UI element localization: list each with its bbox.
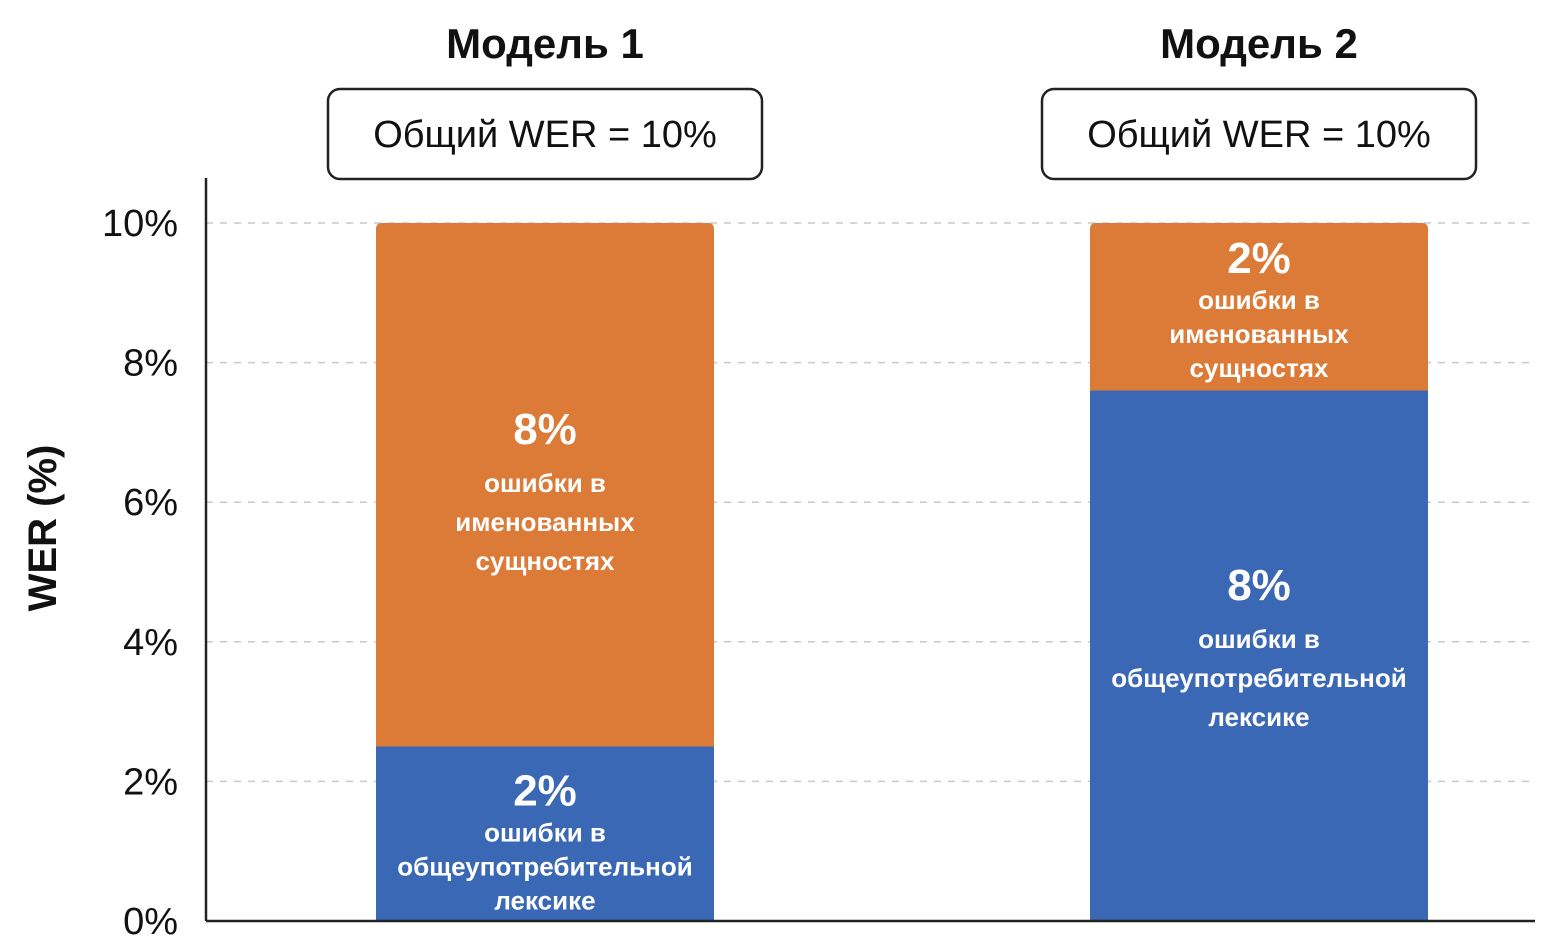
segment-description-line: ошибки в (1198, 285, 1320, 315)
bar-common-rect (1090, 390, 1428, 921)
bar-common-rect (376, 746, 714, 921)
segment-description-line: именованных (1169, 319, 1349, 349)
y-tick-label: 2% (123, 761, 178, 803)
axes: 0% 2% 4% 6% 8% 10% (102, 178, 1535, 943)
bar-segment-entities: 8% ошибки в именованных сущностях (376, 223, 714, 747)
segment-description-line: ошибки в (484, 818, 606, 848)
segment-description-line: ошибки в (1198, 624, 1320, 654)
segment-value-label: 2% (1227, 234, 1291, 283)
segment-description-line: сущностях (1190, 353, 1329, 383)
y-tick-label: 10% (102, 203, 178, 245)
y-tick-label: 8% (123, 343, 178, 385)
segment-description-line: общеупотребительной (397, 852, 692, 882)
y-tick-label: 4% (123, 622, 178, 664)
total-wer-box (326, 87, 764, 181)
y-tick-label: 6% (123, 482, 178, 524)
segment-description-line: лексике (494, 886, 595, 916)
y-axis-title: WER (%) (21, 445, 65, 612)
segment-description-line: ошибки в (484, 468, 606, 498)
segment-value-label: 2% (513, 767, 577, 816)
segment-description-line: сущностях (476, 546, 615, 576)
bars: 2%ошибки вобщеупотребительнойлексике8%ош… (376, 223, 1428, 921)
y-tick-label: 0% (123, 901, 178, 943)
total-wer-label: Общий WER = 10% (1087, 114, 1431, 156)
segment-description-line: именованных (455, 507, 635, 537)
bar-segment-common: 2%ошибки в общеупотребительной лексике (376, 746, 714, 921)
total-wer-label: Общий WER = 10% (373, 114, 717, 156)
segment-value-label: 8% (513, 405, 577, 454)
bar-entities-rect (1090, 223, 1428, 391)
segment-description-line: лексике (1208, 702, 1309, 732)
model-headers: Модель 1 Общий WER = 10% Модель 2 Общий WER… (326, 20, 1478, 181)
bar-entities-rect (376, 223, 714, 747)
segment-description-line: общеупотребительной (1111, 663, 1406, 693)
model-title: Модель 1 (446, 20, 644, 67)
segment-value-label: 8% (1227, 561, 1291, 610)
bar-segment-common: 8% ошибки в общеупотребительной лексике (1090, 390, 1428, 921)
bar-segment-entities: 2%ошибки в именованных сущностях (1090, 223, 1428, 391)
total-wer-box (1040, 87, 1478, 181)
model-title: Модель 2 (1160, 20, 1358, 67)
